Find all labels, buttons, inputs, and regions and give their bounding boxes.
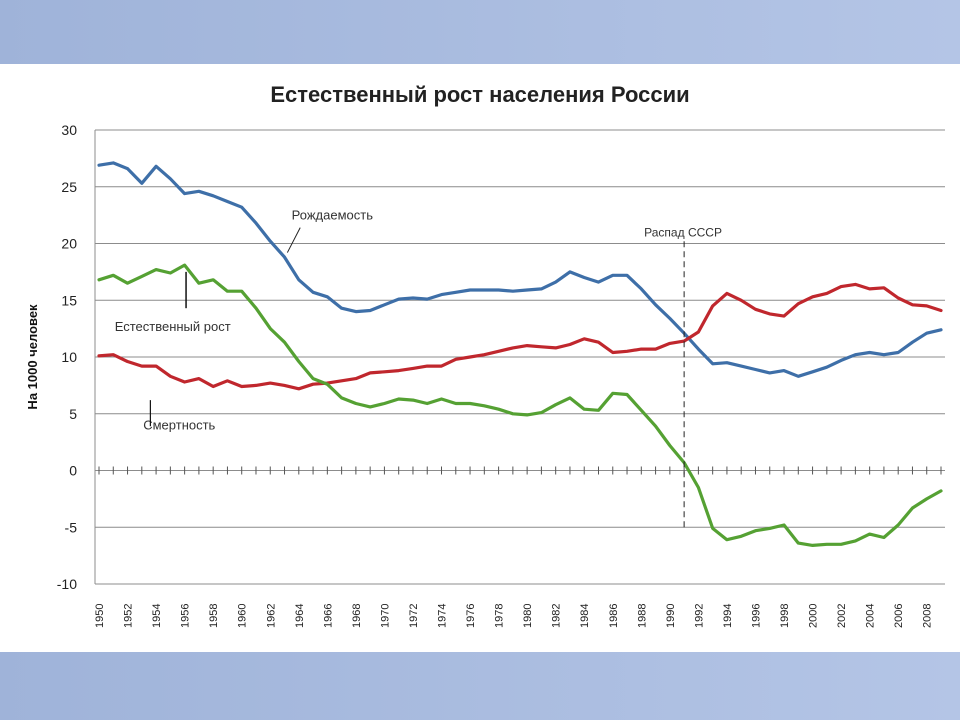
x-tick-label: 1962 [265,604,277,628]
y-tick-label: 15 [61,292,77,308]
annotation-birth-leader [286,227,301,253]
annotation-death: Смертность [143,418,215,433]
annotation-ussr: Распад СССР [644,226,722,240]
x-tick-label: 2004 [865,604,877,628]
y-tick-label: -5 [65,519,78,535]
x-tick-label: 1960 [237,604,249,628]
x-tick-label: 1966 [322,604,334,628]
x-tick-label: 1968 [351,604,363,628]
chart-title: Естественный рост населения России [270,82,690,107]
x-tick-label: 1996 [750,604,762,628]
y-tick-label: 20 [61,236,77,252]
footer-band [0,652,960,720]
x-tick-label: 1988 [636,604,648,628]
y-tick-label: 30 [61,122,77,138]
x-tick-label: 2000 [808,604,820,628]
annotation-growth: Естественный рост [115,319,231,334]
x-tick-label: 1954 [151,604,163,628]
x-tick-label: 1972 [408,604,420,628]
series-line-Рождаемость [97,161,943,378]
x-tick-label: 1994 [722,604,734,628]
y-tick-label: 10 [61,349,77,365]
y-tick-label: 25 [61,179,77,195]
x-tick-label: 1958 [208,604,220,628]
x-tick-label: 1984 [579,604,591,628]
y-tick-label: -10 [57,576,77,592]
series-line-Смертность [97,282,943,391]
x-tick-label: 1998 [779,604,791,628]
x-tick-label: 2002 [836,604,848,628]
x-tick-label: 1990 [665,604,677,628]
x-tick-label: 1950 [94,604,106,628]
x-tick-label: 1974 [437,604,449,628]
x-tick-label: 1982 [551,604,563,628]
x-tick-label: 1992 [693,604,705,628]
x-tick-label: 1970 [379,604,391,628]
x-tick-label: 1978 [494,604,506,628]
x-tick-label: 1964 [294,604,306,628]
y-tick-label: 0 [69,463,77,479]
x-tick-label: 2006 [893,604,905,628]
series-line-Естественный рост [97,263,943,548]
y-axis-label: На 1000 человек [25,304,40,410]
y-tick-label: 5 [69,406,77,422]
x-tick-label: 1956 [180,604,192,628]
header-band [0,0,960,64]
x-tick-label: 1976 [465,604,477,628]
x-tick-label: 2008 [922,604,934,628]
annotation-birth: Рождаемость [292,208,374,223]
x-tick-label: 1952 [123,604,135,628]
x-tick-label: 1980 [522,604,534,628]
x-tick-label: 1986 [608,604,620,628]
